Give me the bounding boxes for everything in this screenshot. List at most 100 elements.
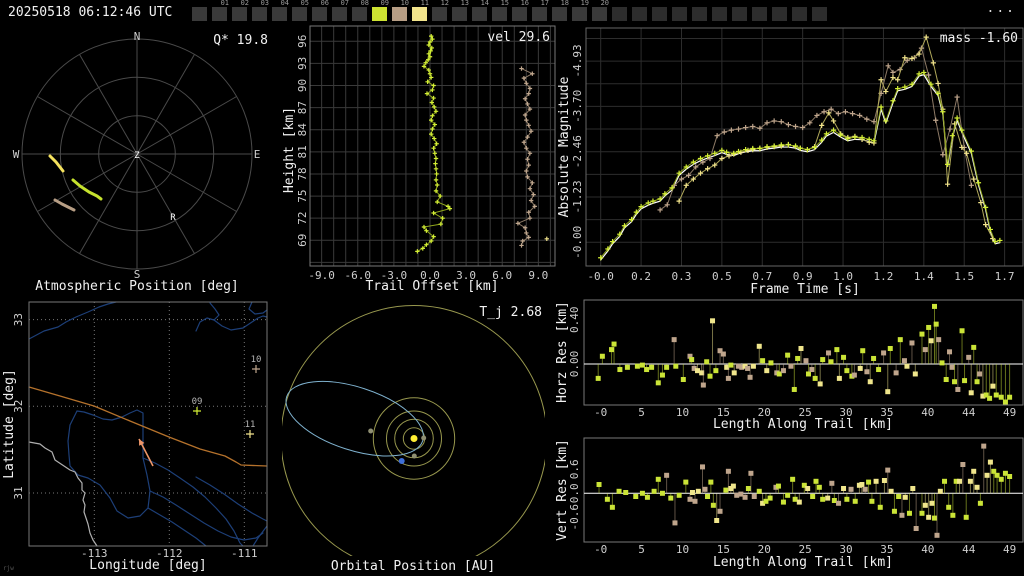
residual-point	[862, 486, 868, 492]
residual-point	[852, 498, 858, 504]
frame-box-07[interactable]: 07	[332, 0, 349, 21]
tick-label: 0.9	[793, 270, 813, 283]
frame-box-empty[interactable]	[692, 7, 707, 21]
residual-point	[901, 358, 907, 364]
titlebar: 20250518 06:12:46 UTC 01 02 03 04 05 06 07 08 09…	[0, 0, 1024, 26]
ground-map-panel: -113 -112 -111 31 32 33 09 10 11	[12, 301, 268, 560]
residual-point	[780, 368, 786, 374]
frame-box-20[interactable]: 20	[592, 0, 609, 21]
residual-point	[981, 443, 987, 449]
frame-box-empty[interactable]	[652, 7, 667, 21]
tick-label: 0.6	[568, 459, 581, 479]
residual-point	[816, 484, 822, 490]
residual-point	[687, 353, 693, 359]
river-line	[142, 457, 244, 547]
frame-box-empty[interactable]	[812, 7, 827, 21]
residual-point	[730, 483, 736, 489]
residual-point	[791, 386, 797, 392]
frame-box-02[interactable]: 02	[232, 0, 249, 21]
residual-point	[887, 345, 893, 351]
residual-point	[966, 354, 972, 360]
residual-point	[723, 487, 729, 493]
residual-point	[728, 486, 734, 491]
residual-point	[933, 321, 939, 327]
frame-box-empty[interactable]	[712, 7, 727, 21]
horz-res-panel: -0 5 10 15 20 25 30 35 40 44 49 0.00 0.40	[568, 299, 1024, 419]
polar-spoke	[136, 153, 237, 212]
utc-clock: 20250518 06:12:46 UTC	[8, 5, 173, 20]
frame-box-06[interactable]: 06	[312, 0, 329, 21]
residual-point	[634, 363, 640, 369]
tick-label: 33	[12, 313, 25, 326]
frame-box-empty[interactable]	[772, 7, 787, 21]
residual-point	[609, 347, 615, 353]
frame-box-16[interactable]: 16	[512, 0, 529, 21]
residual-point	[611, 341, 617, 347]
river-line	[213, 315, 268, 331]
frame-box-01[interactable]: 01	[212, 0, 229, 21]
tick-label: -3.0	[381, 269, 408, 282]
series-markers	[598, 69, 1003, 261]
residual-point	[760, 358, 766, 364]
residual-point	[683, 479, 689, 485]
frame-box-label: 06	[320, 0, 329, 7]
compass-east: E	[254, 148, 261, 161]
frame-box-empty[interactable]	[612, 7, 627, 21]
planet-orbit-circle	[386, 410, 442, 467]
residual-point	[922, 347, 928, 353]
residual-point	[971, 468, 977, 474]
frame-box-11[interactable]: 11	[412, 0, 429, 21]
frame-box-03[interactable]: 03	[252, 0, 269, 21]
frame-box-empty[interactable]	[732, 7, 747, 21]
residual-point	[671, 337, 677, 343]
frame-box-04[interactable]: 04	[272, 0, 289, 21]
tick-label: 9.0	[528, 269, 548, 282]
frame-box-18[interactable]: 18	[552, 0, 569, 21]
tick-label: 84	[296, 123, 309, 137]
residual-point	[1007, 474, 1013, 479]
residual-point	[932, 303, 937, 309]
frame-box-05[interactable]: 05	[292, 0, 309, 21]
frame-box-14[interactable]: 14	[472, 0, 489, 21]
residual-point	[664, 364, 670, 370]
series-markers	[415, 33, 453, 254]
residual-point	[756, 343, 762, 349]
frame-box-09[interactable]: 09	[372, 0, 389, 21]
menu-ellipsis-button[interactable]: ...	[986, 1, 1016, 16]
frame-box-label: 15	[500, 0, 509, 7]
tick-label: 69	[296, 234, 309, 247]
residual-point	[946, 504, 952, 510]
tick-label: 44	[962, 543, 976, 556]
river-line	[195, 476, 268, 522]
residual-point	[792, 496, 798, 502]
river-line	[149, 490, 264, 541]
mass-value: mass -1.60	[940, 31, 1018, 46]
lightcurve-xlabel: Frame Time [s]	[750, 282, 860, 297]
frame-box-empty[interactable]	[792, 7, 807, 21]
frame-box-empty[interactable]	[632, 7, 647, 21]
frame-box-label: 18	[560, 0, 569, 7]
compass-south: S	[134, 268, 141, 281]
residual-point	[977, 500, 983, 506]
residual-point	[692, 498, 698, 504]
frame-box-12[interactable]: 12	[432, 0, 449, 21]
tick-label: 35	[880, 406, 893, 419]
tick-label: 0.7	[752, 270, 772, 283]
frame-box-empty[interactable]	[672, 7, 687, 21]
polar-spoke	[37, 96, 138, 155]
frame-box-15[interactable]: 15	[492, 0, 509, 21]
residual-point	[950, 512, 956, 518]
frame-box-empty[interactable]	[752, 7, 767, 21]
tick-label: 0.0	[420, 269, 440, 282]
river-line	[195, 302, 220, 332]
polar-spoke	[136, 96, 237, 155]
frame-box-13[interactable]: 13	[452, 0, 469, 21]
residual-point	[687, 496, 693, 502]
frame-box-10[interactable]: 10	[392, 0, 409, 21]
residual-point	[724, 364, 730, 370]
frame-box-17[interactable]: 17	[532, 0, 549, 21]
frame-box-blank[interactable]	[192, 7, 207, 21]
frame-box-19[interactable]: 19	[572, 0, 589, 21]
frame-box-08[interactable]: 08	[352, 0, 369, 21]
